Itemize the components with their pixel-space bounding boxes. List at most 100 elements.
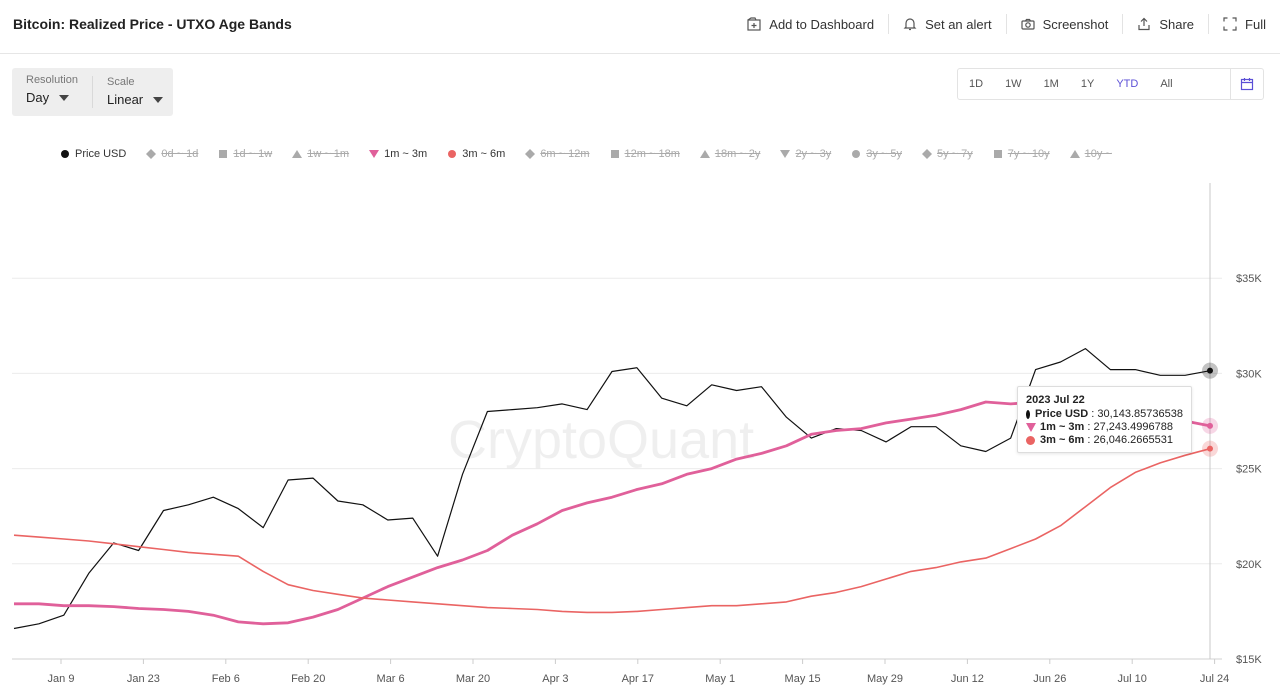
hover-point: [1207, 422, 1213, 429]
fullscreen-icon: [1223, 17, 1237, 31]
camera-icon: [1020, 18, 1035, 30]
circle-icon: [1026, 436, 1035, 445]
legend-item[interactable]: 12m ~ 18m: [610, 148, 680, 160]
legend-item[interactable]: 2y ~ 3y: [780, 148, 831, 160]
square-icon: [219, 150, 228, 158]
y-tick-label: $20K: [1236, 559, 1262, 571]
tooltip-row: 1m ~ 3m: 27,243.4996788: [1026, 421, 1183, 434]
range-1w-button[interactable]: 1W: [1005, 78, 1022, 90]
legend-label: 2y ~ 3y: [795, 148, 832, 160]
tooltip-value: 30,143.85736538: [1097, 408, 1183, 420]
realized-price-chart: CryptoQuant $15K $20K $25K $30K $35K Jan 9 Jan…: [12, 183, 1262, 685]
x-tick-label: May 29: [867, 673, 903, 685]
legend-label: 12m ~ 18m: [624, 148, 680, 160]
legend-item[interactable]: 6m ~ 12m: [525, 148, 590, 160]
add-to-dashboard-label: Add to Dashboard: [769, 16, 875, 32]
diamond-icon: [146, 149, 157, 159]
legend-label: 1w ~ 1m: [307, 148, 350, 160]
x-tick-label: Jun 26: [1033, 673, 1066, 685]
x-tick-label: Mar 6: [377, 673, 405, 685]
fullscreen-button[interactable]: Full: [1208, 14, 1280, 34]
add-to-dashboard-button[interactable]: Add to Dashboard: [733, 14, 888, 34]
bell-icon: [903, 18, 917, 31]
series-line-3m-6m: [13, 447, 1211, 614]
fullscreen-label: Full: [1245, 16, 1266, 32]
screenshot-button[interactable]: Screenshot: [1005, 14, 1123, 34]
chart-tooltip: 2023 Jul 22 Price USD: 30,143.85736538 1…: [1017, 386, 1192, 453]
calendar-icon: [1240, 78, 1254, 91]
calendar-button[interactable]: [1230, 69, 1263, 99]
triangle-down-icon: [1026, 423, 1036, 432]
legend-item[interactable]: 5y ~ 7y: [922, 148, 973, 160]
legend-label: 1d ~ 1w: [233, 148, 273, 160]
scale-label: Scale: [106, 76, 135, 88]
legend-item[interactable]: 7y ~ 10y: [993, 148, 1050, 160]
diamond-icon: [922, 149, 932, 159]
x-tick-label: Apr 17: [622, 673, 654, 685]
legend-item[interactable]: 1m ~ 3m: [369, 148, 427, 160]
legend-item[interactable]: 1w ~ 1m: [292, 148, 349, 160]
share-icon: [1138, 17, 1150, 31]
circle-icon: [61, 150, 69, 158]
tooltip-value: 26,046.2665531: [1093, 434, 1173, 446]
hover-point: [1207, 445, 1213, 452]
legend-item[interactable]: 1d ~ 1w: [218, 148, 272, 160]
legend-label: 7y ~ 10y: [1007, 148, 1050, 160]
x-tick-label: Jan 23: [127, 673, 160, 685]
circle-icon: [448, 150, 457, 158]
legend-label: 0d ~ 1d: [161, 148, 199, 160]
range-1m-button[interactable]: 1M: [1043, 78, 1059, 90]
watermark: CryptoQuant: [448, 410, 754, 470]
resolution-label: Resolution: [26, 74, 78, 86]
chevron-down-icon: [153, 96, 164, 103]
legend-label: 10y ~: [1084, 148, 1112, 160]
triangle-down-icon: [369, 150, 380, 158]
diamond-icon: [525, 149, 536, 159]
resolution-value: Day: [26, 90, 50, 105]
share-button[interactable]: Share: [1122, 14, 1208, 34]
x-tick-label: Jan 9: [48, 673, 75, 685]
tooltip-series-name: Price USD: [1035, 408, 1089, 420]
tooltip-row: 3m ~ 6m: 26,046.2665531: [1026, 434, 1183, 447]
legend-label: 5y ~ 7y: [937, 148, 973, 160]
tooltip-date: 2023 Jul 22: [1026, 394, 1085, 406]
tooltip-series-name: 1m ~ 3m: [1040, 421, 1085, 433]
legend-item[interactable]: 10y ~: [1069, 148, 1112, 160]
triangle-up-icon: [1069, 150, 1080, 158]
x-tick-label: May 15: [785, 673, 821, 685]
circle-icon: [852, 150, 861, 158]
x-tick-label: Feb 6: [212, 673, 240, 685]
resolution-select[interactable]: Resolution Day: [12, 68, 92, 116]
y-tick-label: $30K: [1236, 368, 1262, 380]
legend-item[interactable]: 3m ~ 6m: [447, 148, 505, 160]
x-tick-label: Feb 20: [291, 673, 325, 685]
set-alert-button[interactable]: Set an alert: [888, 14, 1006, 34]
triangle-up-icon: [699, 150, 710, 158]
legend-item[interactable]: 3y ~ 5y: [851, 148, 902, 160]
series-line-price: [13, 348, 1211, 630]
legend-label: 18m ~ 2y: [714, 148, 761, 160]
legend-item[interactable]: Price USD: [60, 148, 126, 160]
range-ytd-button[interactable]: YTD: [1116, 78, 1139, 90]
legend-label: Price USD: [75, 148, 127, 160]
range-1y-button[interactable]: 1Y: [1080, 78, 1095, 90]
range-all-button[interactable]: All: [1160, 78, 1173, 90]
x-tick-label: Apr 3: [542, 673, 568, 685]
legend-label: 3y ~ 5y: [866, 148, 902, 160]
scale-select[interactable]: Scale Linear: [91, 76, 177, 108]
x-tick-label: Jul 10: [1118, 673, 1147, 685]
legend-label: 3m ~ 6m: [462, 148, 506, 160]
legend-item[interactable]: 18m ~ 2y: [699, 148, 761, 160]
x-tick-label: Jul 24: [1200, 673, 1229, 685]
triangle-down-icon: [780, 150, 791, 158]
set-alert-label: Set an alert: [925, 16, 992, 32]
screenshot-label: Screenshot: [1042, 16, 1109, 32]
x-tick-label: Jun 12: [951, 673, 984, 685]
x-tick-label: Mar 20: [456, 673, 490, 685]
share-label: Share: [1159, 16, 1195, 32]
legend-label: 1m ~ 3m: [384, 148, 428, 160]
range-1d-button[interactable]: 1D: [969, 78, 984, 90]
triangle-up-icon: [292, 150, 303, 158]
legend-item[interactable]: 0d ~ 1d: [146, 148, 198, 160]
dashboard-add-icon: [747, 17, 761, 31]
